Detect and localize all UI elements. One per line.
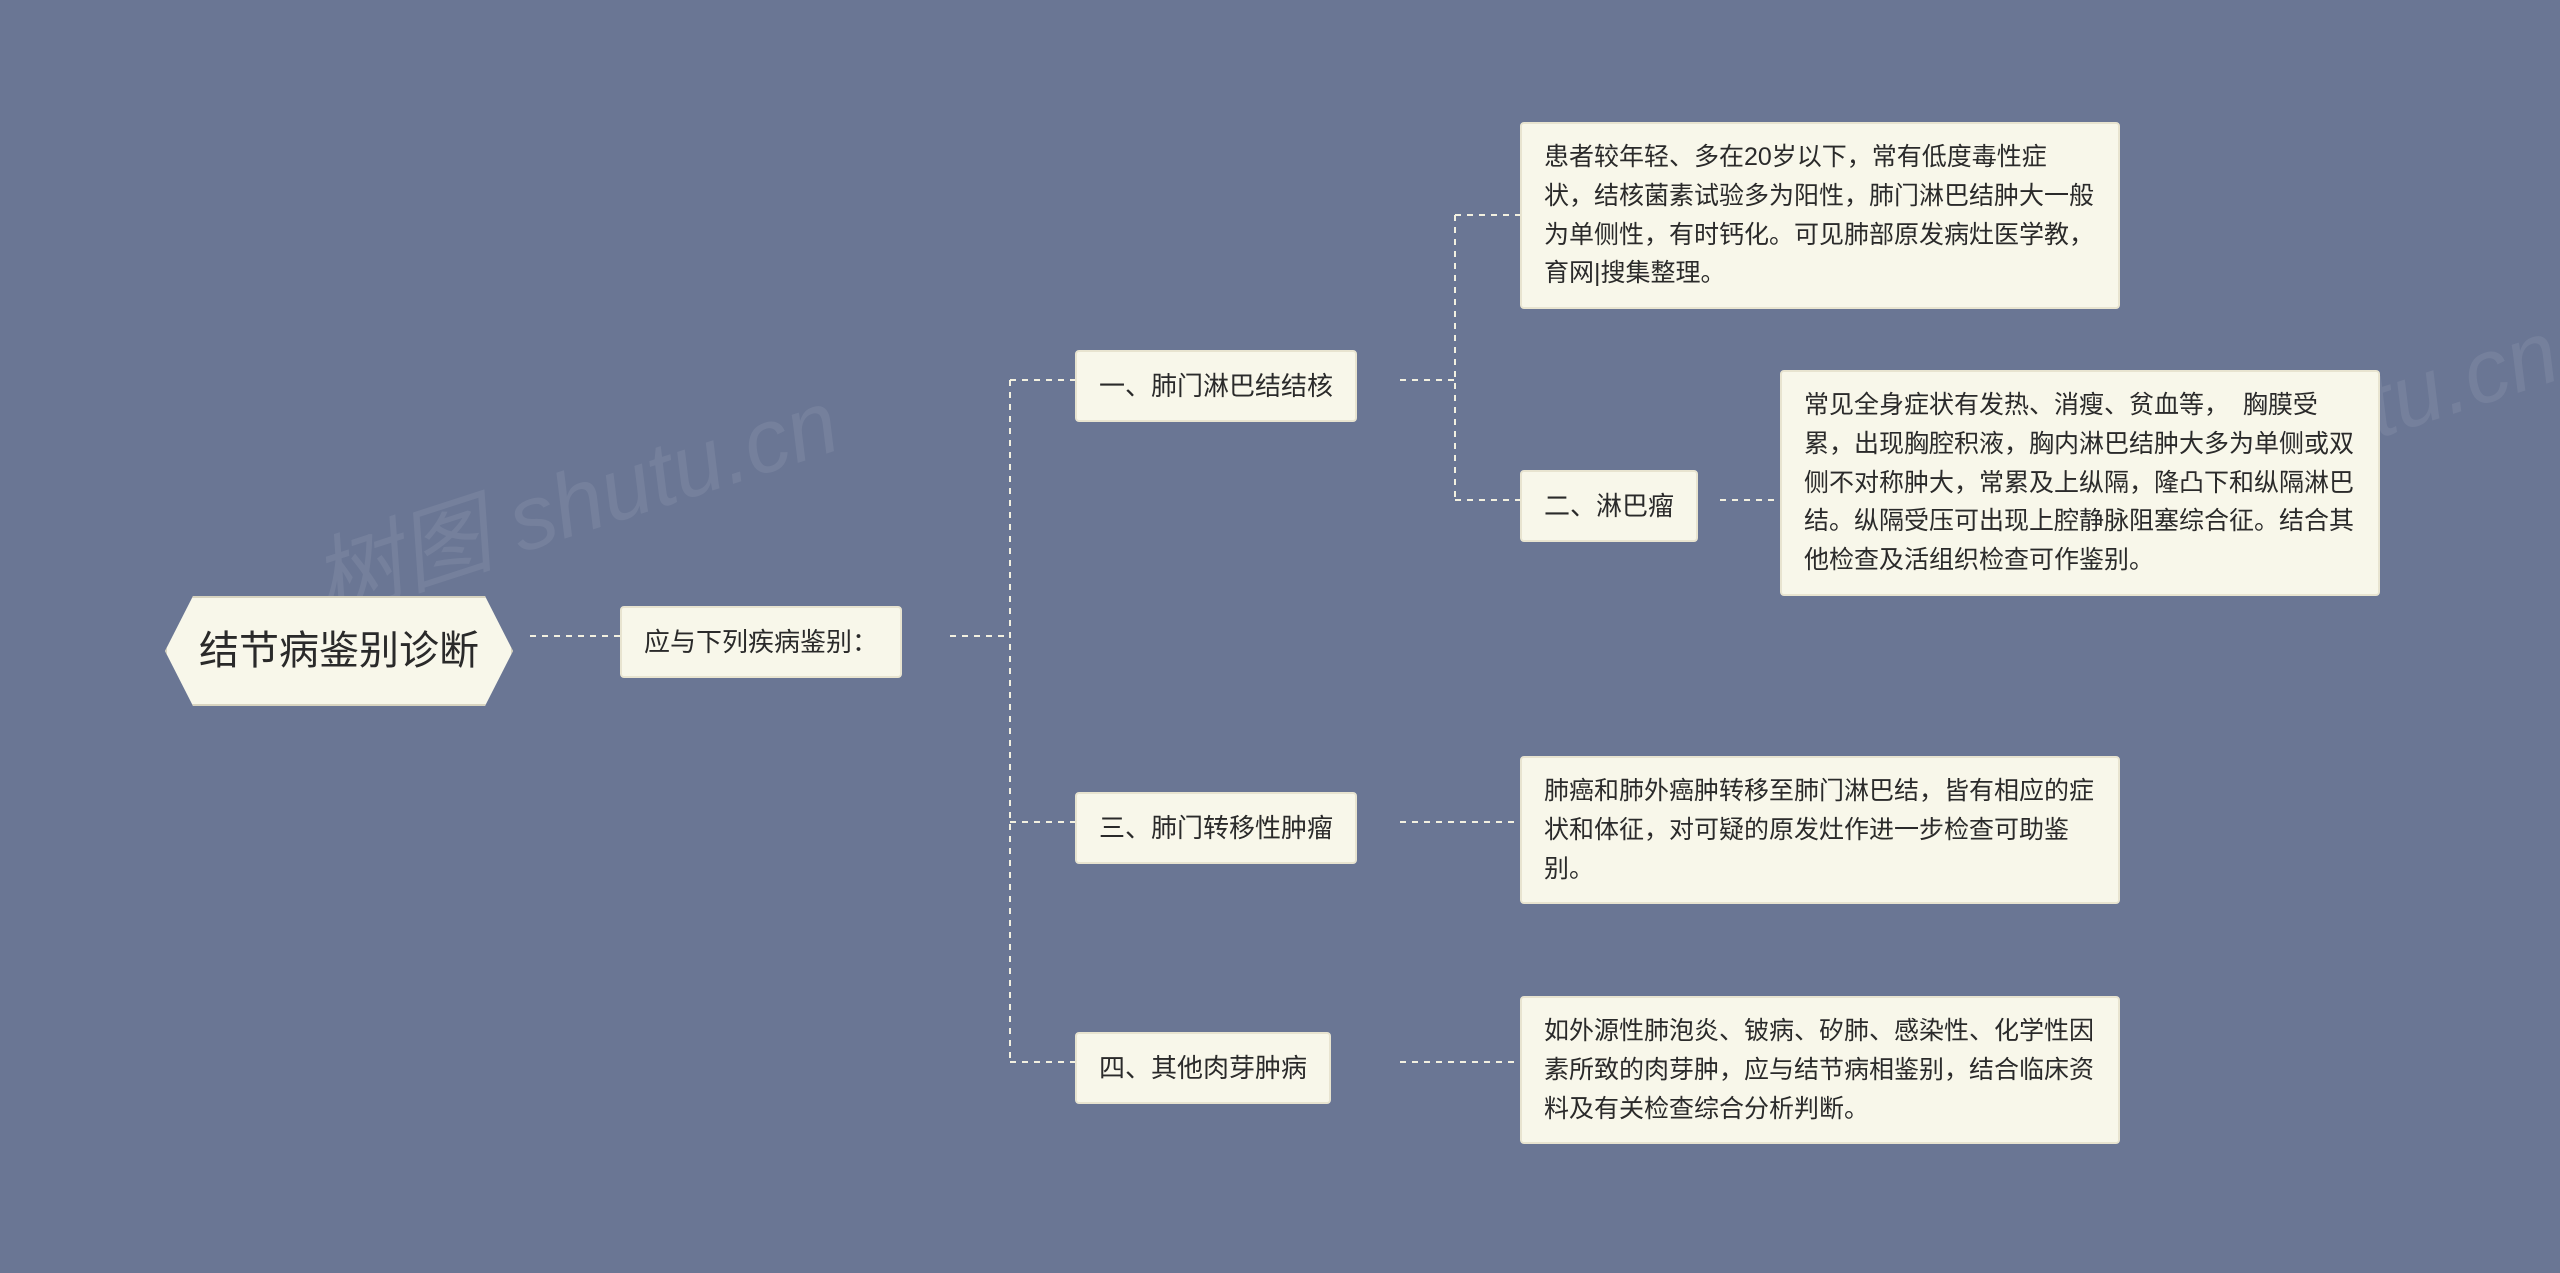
- level1-node: 应与下列疾病鉴别：: [620, 606, 902, 678]
- branch-3-child-1: 肺癌和肺外癌肿转移至肺门淋巴结，皆有相应的症状和体征，对可疑的原发灶作进一步检查…: [1520, 756, 2120, 904]
- branch-4: 四、其他肉芽肿病: [1075, 1032, 1331, 1104]
- branch-1: 一、肺门淋巴结结核: [1075, 350, 1357, 422]
- branch-4-child-1: 如外源性肺泡炎、铍病、矽肺、感染性、化学性因素所致的肉芽肿，应与结节病相鉴别，结…: [1520, 996, 2120, 1144]
- branch-1-child-2-prefix: 二、淋巴瘤: [1520, 470, 1698, 542]
- branch-1-child-2: 常见全身症状有发热、消瘦、贫血等， 胸膜受累，出现胸腔积液，胸内淋巴结肿大多为单…: [1780, 370, 2380, 596]
- branch-3: 三、肺门转移性肿瘤: [1075, 792, 1357, 864]
- branch-1-child-1: 患者较年轻、多在20岁以下，常有低度毒性症状，结核菌素试验多为阳性，肺门淋巴结肿…: [1520, 122, 2120, 309]
- root-node: 结节病鉴别诊断: [165, 596, 513, 706]
